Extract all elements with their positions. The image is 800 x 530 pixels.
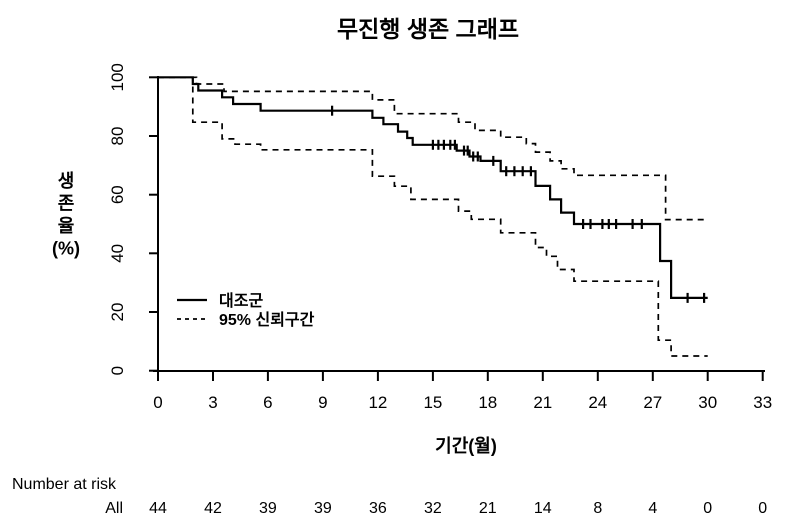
number-at-risk-value: 32 [424, 500, 442, 517]
x-tick-label: 6 [263, 393, 272, 412]
x-tick-label: 3 [208, 393, 217, 412]
censor-marks [331, 105, 706, 303]
ci-lower-curve [158, 76, 708, 357]
figure-title: 무진행 생존 그래프 [337, 16, 519, 42]
x-tick-label: 27 [643, 393, 662, 412]
y-axis-title-char: 율 [58, 216, 75, 236]
y-tick-label: 100 [108, 63, 127, 91]
x-tick-label: 18 [478, 393, 497, 412]
y-tick-label: 0 [108, 366, 127, 375]
number-at-risk-value: 42 [204, 500, 222, 517]
number-at-risk-label: Number at risk [12, 476, 117, 493]
number-at-risk-value: 36 [369, 500, 387, 517]
ci-upper-curve [158, 76, 708, 221]
number-at-risk-values: 44 42 39 39 36 32 21 14 8 4 0 0 [149, 500, 767, 517]
y-axis-title-unit: (%) [52, 239, 80, 259]
y-axis-title-char: 생 [58, 171, 75, 191]
x-tick-label: 21 [533, 393, 552, 412]
x-axis-ticks: 0 3 6 9 12 15 18 21 24 27 30 33 [153, 371, 772, 412]
y-tick-label: 80 [108, 127, 127, 146]
number-at-risk-value: 44 [149, 500, 167, 517]
number-at-risk-value: 39 [259, 500, 277, 517]
number-at-risk-value: 0 [758, 500, 767, 517]
y-tick-label: 60 [108, 185, 127, 204]
survival-curve [158, 76, 708, 299]
legend-solid-label: 대조군 [219, 292, 263, 310]
number-at-risk-value: 0 [703, 500, 712, 517]
x-tick-label: 24 [588, 393, 607, 412]
number-at-risk-row-label: All [105, 500, 123, 517]
number-at-risk-value: 21 [479, 500, 497, 517]
legend-dashed-label: 95% 신뢰구간 [219, 311, 315, 329]
x-tick-label: 12 [368, 393, 387, 412]
y-axis-title-char: 존 [58, 194, 75, 214]
number-at-risk-value: 4 [648, 500, 657, 517]
number-at-risk-value: 8 [593, 500, 602, 517]
number-at-risk-value: 39 [314, 500, 332, 517]
x-tick-label: 0 [153, 393, 162, 412]
x-tick-label: 15 [423, 393, 442, 412]
y-axis-title: 생존율 (%) [52, 171, 80, 259]
x-tick-label: 9 [318, 393, 327, 412]
x-axis-title: 기간(월) [435, 436, 497, 456]
number-at-risk-value: 14 [534, 500, 552, 517]
y-tick-label: 20 [108, 303, 127, 322]
y-axis-ticks: 0 20 40 60 80 100 [108, 63, 158, 375]
x-tick-label: 33 [753, 393, 772, 412]
legend: 대조군 95% 신뢰구간 [177, 292, 315, 329]
x-tick-label: 30 [698, 393, 717, 412]
y-tick-label: 40 [108, 244, 127, 263]
